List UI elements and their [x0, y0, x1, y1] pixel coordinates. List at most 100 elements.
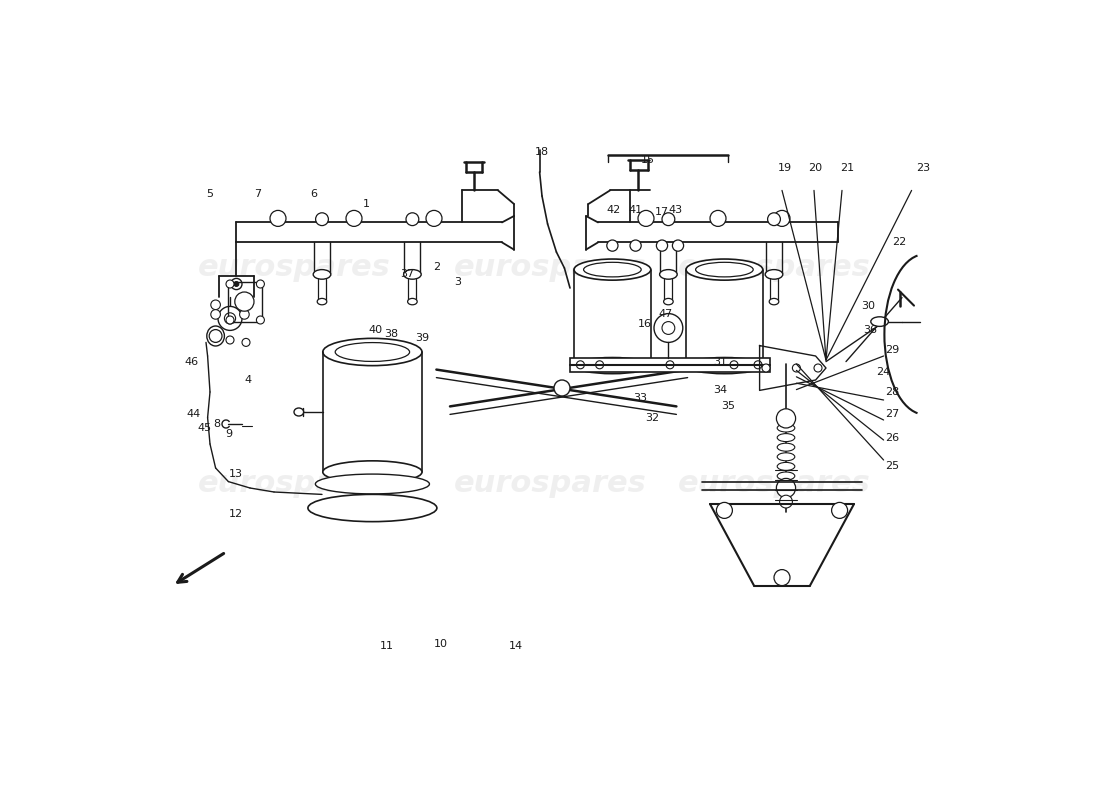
Text: eurospares: eurospares: [453, 254, 647, 282]
Circle shape: [209, 330, 222, 342]
Text: 31: 31: [714, 357, 727, 366]
Text: 1: 1: [363, 199, 370, 209]
Ellipse shape: [207, 326, 224, 346]
Ellipse shape: [574, 358, 651, 374]
Circle shape: [662, 213, 674, 226]
Circle shape: [730, 361, 738, 369]
Text: 37: 37: [400, 269, 415, 278]
Text: 10: 10: [433, 639, 448, 649]
Text: eurospares: eurospares: [453, 470, 647, 498]
Text: 18: 18: [535, 147, 549, 157]
Circle shape: [346, 210, 362, 226]
Text: 5: 5: [207, 189, 213, 198]
Text: 21: 21: [840, 163, 855, 173]
Ellipse shape: [308, 494, 437, 522]
Text: 12: 12: [229, 509, 243, 518]
Circle shape: [226, 336, 234, 344]
Circle shape: [218, 306, 242, 330]
Ellipse shape: [778, 482, 795, 490]
Text: 39: 39: [415, 333, 429, 342]
Ellipse shape: [695, 262, 754, 277]
Circle shape: [832, 502, 848, 518]
Circle shape: [662, 322, 674, 334]
Text: eurospares: eurospares: [198, 470, 390, 498]
Text: 17: 17: [654, 207, 669, 217]
Ellipse shape: [778, 443, 795, 451]
Text: 25: 25: [886, 461, 900, 470]
Ellipse shape: [663, 298, 673, 305]
Circle shape: [231, 278, 242, 290]
Ellipse shape: [294, 408, 304, 416]
Text: 24: 24: [877, 367, 891, 377]
Circle shape: [754, 361, 762, 369]
Circle shape: [595, 361, 604, 369]
Ellipse shape: [336, 342, 409, 362]
Circle shape: [242, 338, 250, 346]
Ellipse shape: [322, 461, 422, 483]
Text: 38: 38: [385, 330, 398, 339]
Text: 13: 13: [229, 469, 243, 478]
Ellipse shape: [778, 453, 795, 461]
Text: eurospares: eurospares: [678, 254, 870, 282]
Circle shape: [234, 292, 254, 311]
Circle shape: [654, 314, 683, 342]
Text: 6: 6: [310, 189, 318, 198]
Text: 47: 47: [659, 309, 673, 318]
Circle shape: [774, 210, 790, 226]
Text: 45: 45: [197, 423, 211, 433]
Text: 20: 20: [808, 163, 823, 173]
Circle shape: [630, 240, 641, 251]
Circle shape: [226, 280, 234, 288]
Circle shape: [406, 213, 419, 226]
Ellipse shape: [686, 259, 762, 280]
Circle shape: [316, 213, 329, 226]
Text: 29: 29: [886, 346, 900, 355]
Text: 16: 16: [637, 319, 651, 329]
Text: 19: 19: [778, 163, 792, 173]
Text: 28: 28: [886, 387, 900, 397]
Text: 9: 9: [224, 429, 232, 438]
Text: 30: 30: [861, 301, 876, 310]
Circle shape: [777, 478, 795, 498]
Text: 41: 41: [628, 205, 642, 214]
Text: eurospares: eurospares: [678, 470, 870, 498]
Text: 14: 14: [508, 641, 522, 650]
Circle shape: [768, 213, 780, 226]
Circle shape: [607, 240, 618, 251]
Circle shape: [672, 240, 683, 251]
Circle shape: [211, 300, 220, 310]
Ellipse shape: [778, 434, 795, 442]
Text: 40: 40: [368, 325, 383, 334]
Text: 36: 36: [864, 325, 877, 334]
Circle shape: [762, 364, 770, 372]
Text: 4: 4: [244, 375, 251, 385]
Text: eurospares: eurospares: [198, 254, 390, 282]
Circle shape: [814, 364, 822, 372]
Ellipse shape: [871, 317, 889, 326]
Circle shape: [710, 210, 726, 226]
Text: 23: 23: [915, 163, 930, 173]
Circle shape: [774, 570, 790, 586]
Text: 27: 27: [886, 410, 900, 419]
Ellipse shape: [404, 270, 421, 279]
Circle shape: [270, 210, 286, 226]
Bar: [570, 358, 770, 372]
Text: 11: 11: [379, 641, 394, 650]
Circle shape: [256, 280, 264, 288]
Circle shape: [666, 361, 674, 369]
Circle shape: [426, 210, 442, 226]
Ellipse shape: [778, 462, 795, 470]
Ellipse shape: [686, 358, 762, 374]
Circle shape: [777, 409, 795, 428]
Circle shape: [554, 380, 570, 396]
Circle shape: [240, 310, 250, 319]
Ellipse shape: [584, 262, 641, 277]
Text: 43: 43: [669, 205, 683, 214]
Ellipse shape: [314, 270, 331, 279]
Circle shape: [224, 313, 235, 324]
Text: 34: 34: [713, 386, 727, 395]
Circle shape: [240, 300, 250, 310]
Ellipse shape: [766, 270, 783, 279]
Ellipse shape: [660, 270, 678, 279]
Circle shape: [226, 316, 234, 324]
